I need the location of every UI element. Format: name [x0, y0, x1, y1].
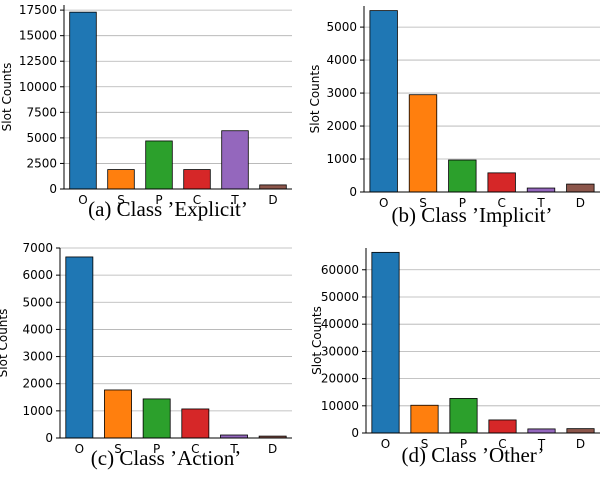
bar: [369, 10, 398, 193]
x-tick-label: S: [117, 193, 125, 207]
x-tick-label: S: [114, 442, 122, 456]
bar: [69, 11, 97, 190]
x-tick-label: O: [379, 196, 388, 210]
caption: (c) Class ’Action’: [91, 446, 241, 470]
y-tick-label: 3000: [22, 350, 53, 364]
y-tick-label: 15000: [19, 29, 57, 43]
y-axis-label: Slot Counts: [310, 306, 324, 375]
bar: [408, 94, 438, 193]
x-tick-label: C: [497, 196, 505, 210]
y-tick-label: 1000: [22, 404, 53, 418]
y-tick-label: 5000: [326, 20, 357, 34]
y-axis-label: Slot Counts: [0, 63, 14, 132]
bar: [371, 251, 400, 434]
y-tick-label: 40000: [321, 317, 359, 331]
bar: [566, 183, 595, 193]
bar: [221, 130, 249, 190]
x-tick-label: C: [193, 193, 201, 207]
bar: [142, 398, 171, 439]
x-tick-label: T: [230, 193, 239, 207]
y-tick-label: 2500: [26, 156, 57, 170]
y-axis-label: Slot Counts: [0, 309, 10, 378]
x-tick-label: C: [498, 437, 506, 451]
y-tick-label: 5000: [22, 295, 53, 309]
x-tick-label: D: [576, 196, 585, 210]
y-tick-label: 0: [349, 185, 357, 199]
x-tick-label: P: [459, 196, 466, 210]
caption: (b) Class ’Implicit’: [392, 203, 553, 227]
y-tick-label: 50000: [321, 290, 359, 304]
bar: [183, 169, 211, 190]
y-tick-label: 4000: [326, 53, 357, 67]
y-tick-label: 0: [351, 426, 359, 440]
y-tick-label: 2000: [22, 377, 53, 391]
y-tick-label: 10000: [321, 399, 359, 413]
bar: [527, 428, 556, 434]
x-tick-label: D: [268, 193, 277, 207]
x-tick-label: D: [268, 442, 277, 456]
x-tick-label: T: [536, 196, 545, 210]
y-tick-label: 17500: [19, 3, 57, 17]
x-tick-label: P: [153, 442, 160, 456]
y-tick-label: 2000: [326, 119, 357, 133]
y-tick-label: 6000: [22, 268, 53, 282]
x-tick-label: C: [191, 442, 199, 456]
x-tick-label: D: [576, 437, 585, 451]
bar: [526, 187, 556, 193]
bar: [181, 408, 210, 439]
caption: (a) Class ’Explicit’: [88, 197, 248, 221]
y-tick-label: 7000: [22, 241, 53, 255]
y-tick-label: 5000: [26, 131, 57, 145]
bar: [410, 404, 439, 434]
x-tick-label: T: [537, 437, 546, 451]
x-tick-label: O: [75, 442, 84, 456]
y-tick-label: 1000: [326, 152, 357, 166]
x-tick-label: P: [155, 193, 162, 207]
bar: [259, 184, 287, 190]
bar: [107, 169, 135, 190]
x-tick-label: O: [78, 193, 87, 207]
y-tick-label: 20000: [321, 372, 359, 386]
x-tick-label: T: [229, 442, 238, 456]
y-tick-label: 0: [45, 431, 53, 445]
y-tick-label: 10000: [19, 80, 57, 94]
y-tick-label: 60000: [321, 263, 359, 277]
y-tick-label: 0: [49, 182, 57, 196]
y-tick-label: 3000: [326, 86, 357, 100]
bar: [488, 419, 517, 434]
bar: [65, 256, 94, 439]
bar: [566, 428, 595, 434]
y-tick-label: 12500: [19, 54, 57, 68]
y-axis-label: Slot Counts: [308, 65, 322, 134]
x-tick-label: S: [419, 196, 427, 210]
y-tick-label: 4000: [22, 322, 53, 336]
x-tick-label: P: [460, 437, 467, 451]
bar: [487, 172, 516, 193]
x-tick-label: S: [421, 437, 429, 451]
bar: [449, 398, 478, 434]
y-tick-label: 7500: [26, 105, 57, 119]
bar: [448, 159, 477, 193]
x-tick-label: O: [381, 437, 390, 451]
bar: [145, 140, 173, 190]
y-tick-label: 30000: [321, 344, 359, 358]
caption: (d) Class ’Other’: [401, 443, 544, 467]
bar: [104, 389, 132, 439]
